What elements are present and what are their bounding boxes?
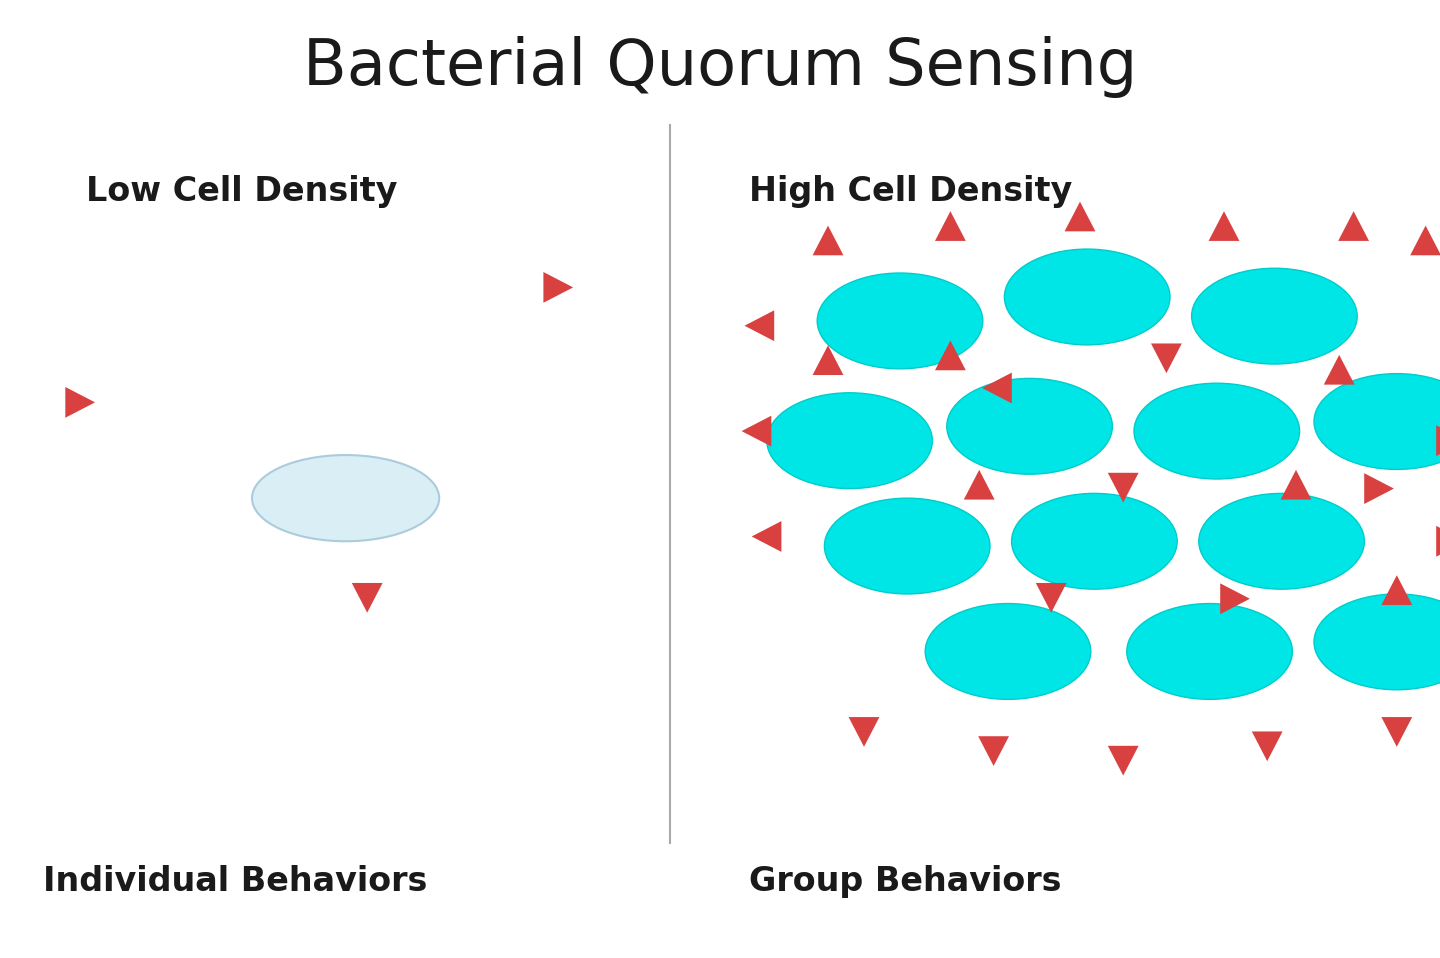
Polygon shape: [812, 345, 844, 375]
Polygon shape: [1251, 732, 1283, 762]
Polygon shape: [1280, 469, 1312, 499]
Polygon shape: [351, 583, 383, 613]
Ellipse shape: [948, 378, 1112, 474]
Polygon shape: [1436, 425, 1440, 456]
Polygon shape: [1220, 583, 1250, 614]
Polygon shape: [1436, 526, 1440, 557]
Polygon shape: [812, 225, 844, 255]
Ellipse shape: [924, 604, 1092, 699]
Polygon shape: [1381, 575, 1413, 604]
Polygon shape: [1410, 225, 1440, 255]
Polygon shape: [1107, 746, 1139, 776]
Ellipse shape: [1192, 268, 1358, 364]
Ellipse shape: [766, 393, 933, 489]
Polygon shape: [1107, 473, 1139, 503]
Polygon shape: [744, 310, 775, 341]
Ellipse shape: [252, 455, 439, 541]
Polygon shape: [1364, 473, 1394, 504]
Ellipse shape: [1005, 249, 1169, 345]
Polygon shape: [1064, 201, 1096, 231]
Polygon shape: [1381, 718, 1413, 747]
Polygon shape: [848, 718, 880, 747]
Text: Group Behaviors: Group Behaviors: [749, 865, 1061, 898]
Polygon shape: [65, 387, 95, 418]
Polygon shape: [543, 272, 573, 303]
Ellipse shape: [825, 498, 991, 594]
Polygon shape: [978, 737, 1009, 766]
Polygon shape: [1338, 211, 1369, 240]
Polygon shape: [742, 416, 772, 446]
Polygon shape: [963, 469, 995, 499]
Text: Low Cell Density: Low Cell Density: [86, 175, 397, 208]
Ellipse shape: [1198, 493, 1364, 589]
Polygon shape: [1151, 344, 1182, 374]
Polygon shape: [1323, 354, 1355, 384]
Ellipse shape: [1126, 604, 1293, 699]
Text: Bacterial Quorum Sensing: Bacterial Quorum Sensing: [302, 36, 1138, 98]
Text: Individual Behaviors: Individual Behaviors: [43, 865, 428, 898]
Polygon shape: [1035, 583, 1067, 613]
Ellipse shape: [1012, 493, 1178, 589]
Ellipse shape: [1315, 374, 1440, 469]
Polygon shape: [982, 373, 1012, 403]
Ellipse shape: [818, 273, 984, 369]
Polygon shape: [1208, 211, 1240, 240]
Polygon shape: [752, 521, 782, 552]
Text: High Cell Density: High Cell Density: [749, 175, 1071, 208]
Ellipse shape: [1315, 594, 1440, 690]
Ellipse shape: [1135, 383, 1299, 479]
Polygon shape: [935, 211, 966, 240]
Polygon shape: [935, 340, 966, 370]
